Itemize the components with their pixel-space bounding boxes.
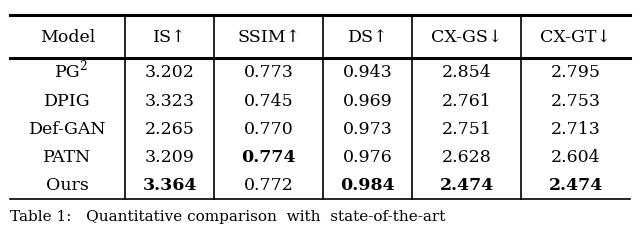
Text: PATN: PATN: [44, 149, 92, 165]
Text: 2.795: 2.795: [551, 64, 601, 81]
Text: 2.474: 2.474: [440, 177, 494, 194]
Text: 3.209: 3.209: [145, 149, 195, 165]
Text: 0.773: 0.773: [244, 64, 294, 81]
Text: 2.604: 2.604: [551, 149, 601, 165]
Text: 2.761: 2.761: [442, 92, 492, 109]
Text: IS↑: IS↑: [153, 29, 186, 46]
Text: 0.973: 0.973: [343, 120, 393, 137]
Text: 2.713: 2.713: [551, 120, 601, 137]
Text: 0.943: 0.943: [343, 64, 393, 81]
Text: CX-GS↓: CX-GS↓: [431, 29, 502, 46]
Text: 3.323: 3.323: [145, 92, 195, 109]
Text: DS↑: DS↑: [348, 29, 388, 46]
Text: 3.202: 3.202: [145, 64, 195, 81]
Text: 2.854: 2.854: [442, 64, 492, 81]
Text: Table 1:   Quantitative comparison  with  state-of-the-art: Table 1: Quantitative comparison with st…: [10, 210, 445, 223]
Text: 2.628: 2.628: [442, 149, 492, 165]
Text: 0.774: 0.774: [241, 149, 296, 165]
Text: CX-GT↓: CX-GT↓: [540, 29, 611, 46]
Text: SSIM↑: SSIM↑: [237, 29, 300, 46]
Text: 3.364: 3.364: [143, 177, 197, 194]
Text: 0.770: 0.770: [244, 120, 294, 137]
Text: DPIG: DPIG: [44, 92, 91, 109]
Text: 0.772: 0.772: [244, 177, 294, 194]
Text: 2.474: 2.474: [548, 177, 603, 194]
Text: 0.745: 0.745: [244, 92, 294, 109]
Text: 2.751: 2.751: [442, 120, 492, 137]
Text: Model: Model: [40, 29, 95, 46]
Text: PG: PG: [54, 64, 80, 81]
Text: 2.265: 2.265: [145, 120, 195, 137]
Text: 2: 2: [79, 60, 87, 73]
Text: 0.976: 0.976: [343, 149, 393, 165]
Text: Ours: Ours: [46, 177, 89, 194]
Text: 0.984: 0.984: [340, 177, 395, 194]
Text: 0.969: 0.969: [343, 92, 393, 109]
Text: 2.753: 2.753: [551, 92, 601, 109]
Text: Def-GAN: Def-GAN: [29, 120, 106, 137]
